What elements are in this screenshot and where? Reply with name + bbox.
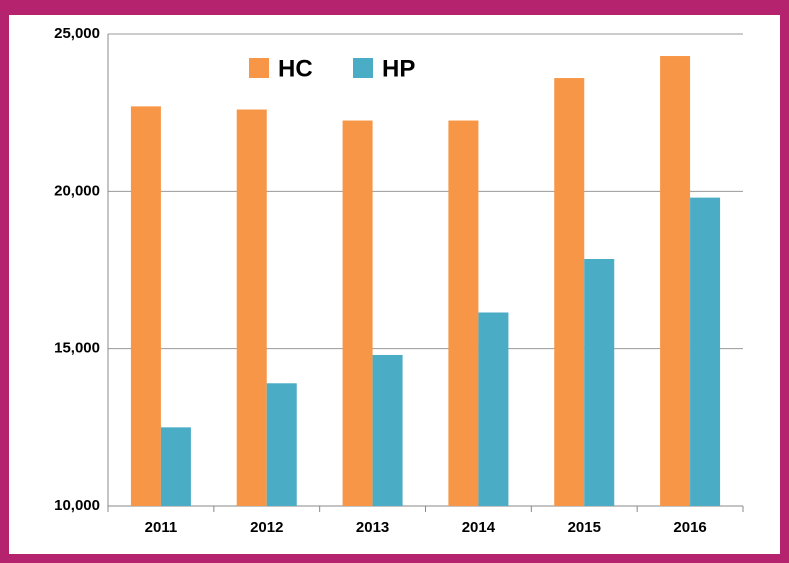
bar	[342, 120, 373, 507]
bar	[478, 312, 509, 506]
x-tick-label: 2013	[356, 519, 389, 536]
bar	[448, 120, 479, 507]
y-tick-label: 15,000	[54, 340, 100, 357]
bar	[160, 427, 191, 506]
bar	[660, 56, 691, 506]
bar	[372, 354, 403, 506]
legend-swatch	[353, 58, 373, 78]
bar	[690, 197, 721, 507]
legend-swatch	[249, 58, 269, 78]
x-tick-label: 2014	[462, 519, 496, 536]
legend-label: HC	[278, 55, 313, 82]
x-tick-label: 2015	[568, 519, 601, 536]
y-tick-label: 10,000	[54, 497, 100, 514]
legend-label: HP	[382, 55, 415, 82]
bar	[266, 383, 297, 506]
bar	[236, 109, 267, 507]
x-tick-label: 2012	[250, 519, 283, 536]
x-tick-label: 2016	[673, 519, 706, 536]
bar	[130, 106, 161, 506]
x-tick-label: 2011	[145, 519, 178, 536]
bar	[554, 78, 585, 506]
y-tick-label: 25,000	[54, 25, 100, 42]
bar	[584, 258, 615, 506]
y-tick-label: 20,000	[54, 182, 100, 199]
